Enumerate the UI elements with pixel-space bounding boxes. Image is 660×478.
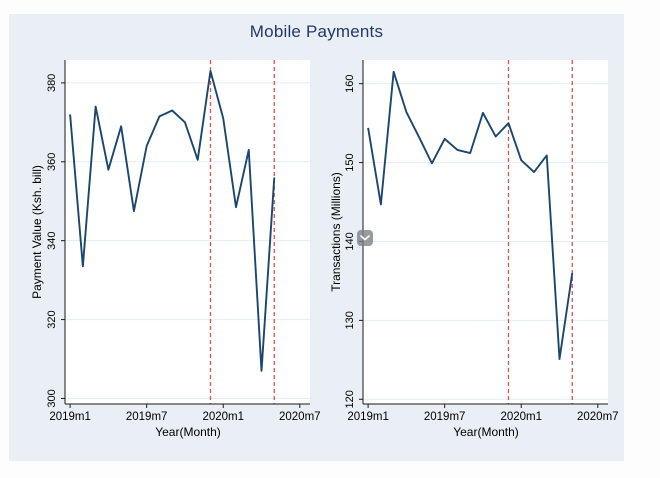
collapse-overlay-button[interactable] <box>357 230 373 246</box>
chevron-down-icon <box>360 235 370 241</box>
right-x-axis-label: Year(Month) <box>453 425 519 439</box>
figure-title: Mobile Payments <box>249 22 384 41</box>
left-x-axis-label: Year(Month) <box>155 425 221 439</box>
left-y-axis-label: Payment Value (Ksh. bill) <box>30 165 44 299</box>
right-y-axis-label: Transactions (Millions) <box>329 172 343 292</box>
stata-graph-panel: Mobile Payments <box>9 14 624 461</box>
